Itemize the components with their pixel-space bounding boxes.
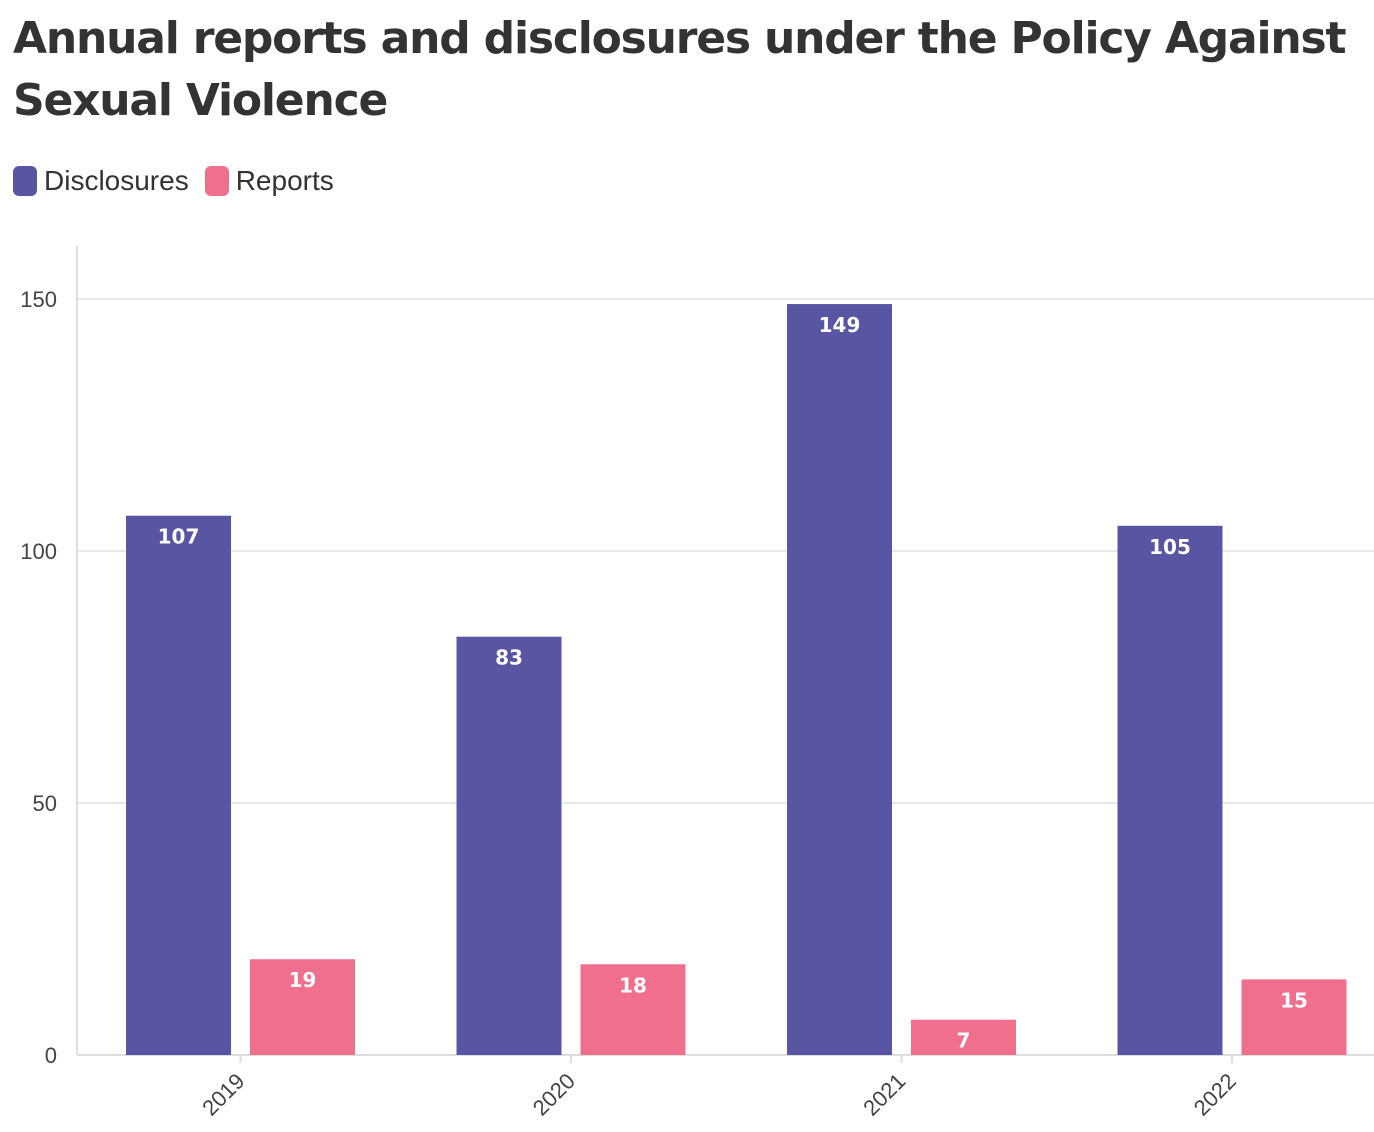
data-label-disclosures-2022: 105 [1149,535,1191,559]
y-tick-label: 100 [20,539,57,564]
bar-disclosures-2020 [456,636,562,1055]
legend-item-reports: Reports [204,165,334,197]
x-tick-label: 2020 [528,1068,580,1120]
legend-swatch-reports [204,166,229,196]
bar-disclosures-2022 [1117,525,1223,1055]
bar-reports-2019 [250,959,355,1055]
bar-reports-2020 [580,964,686,1055]
data-label-reports-2020: 18 [619,973,647,997]
x-tick-label: 2022 [1189,1068,1241,1120]
legend: Disclosures Reports [13,163,350,199]
data-label-disclosures-2019: 107 [158,525,200,549]
x-tick-label: 2019 [197,1068,249,1120]
data-label-reports-2021: 7 [957,1029,971,1053]
legend-swatch-disclosures [13,166,37,196]
data-label-disclosures-2021: 149 [819,313,861,337]
bar-disclosures-2021 [787,304,892,1055]
chart-title: Annual reports and disclosures under the… [13,13,1346,126]
data-label-reports-2019: 19 [289,968,317,992]
data-label-reports-2022: 15 [1280,988,1308,1012]
y-tick-label: 0 [45,1043,57,1068]
y-tick-label: 50 [33,791,57,816]
y-tick-label: 150 [20,287,57,312]
x-tick-label: 2021 [858,1068,910,1120]
bar-disclosures-2019 [126,515,231,1055]
legend-label-disclosures: Disclosures [44,165,189,196]
bar-reports-2022 [1241,979,1347,1055]
legend-item-disclosures: Disclosures [13,165,189,197]
bar-reports-2021 [911,1019,1016,1055]
legend-label-reports: Reports [235,165,334,196]
data-label-disclosures-2020: 83 [495,646,523,670]
